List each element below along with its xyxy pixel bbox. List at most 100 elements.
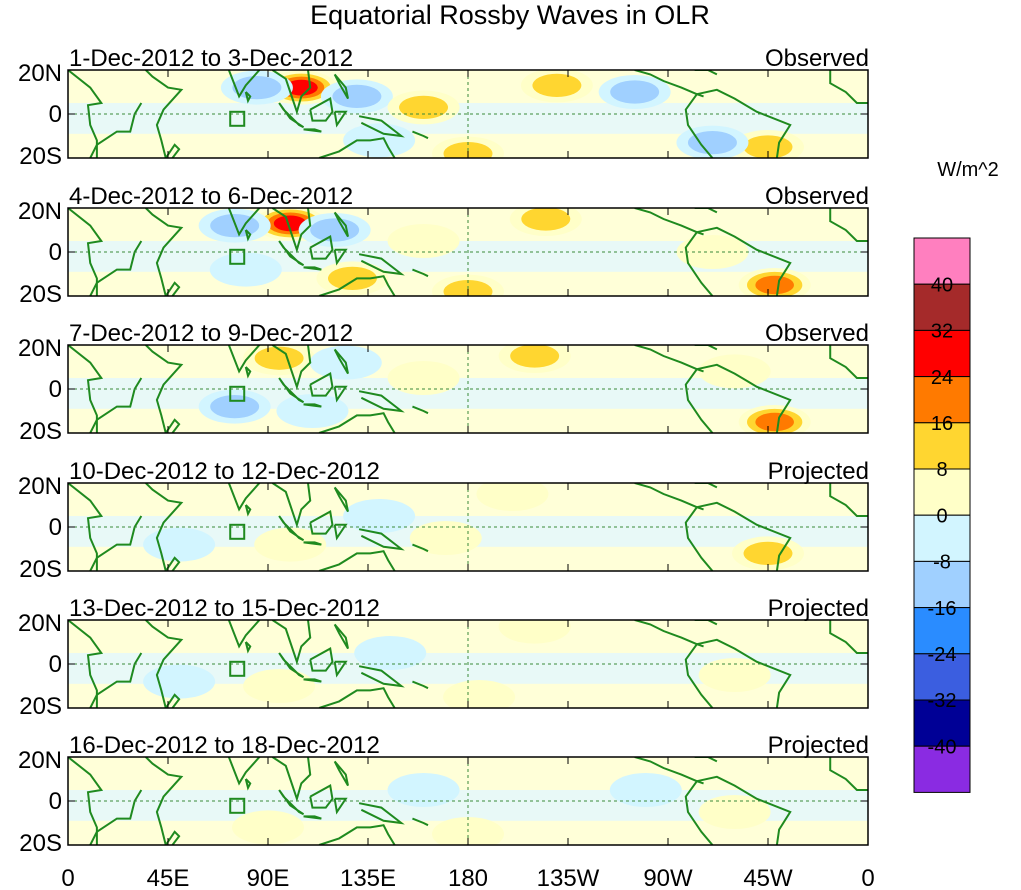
colorbar-label: -16 <box>928 598 957 620</box>
coastline <box>196 757 261 786</box>
anomaly-contour <box>698 795 771 829</box>
y-tick-label: 20N <box>18 473 62 500</box>
coastline <box>318 275 396 296</box>
coastline <box>89 515 143 571</box>
anomaly-contour <box>687 130 737 155</box>
y-tick-label: 20S <box>19 143 62 170</box>
coastline <box>278 102 305 129</box>
coastline <box>89 102 143 158</box>
coastline <box>318 412 396 433</box>
coastline <box>318 137 396 158</box>
coastline <box>412 130 429 140</box>
coastline <box>303 815 322 820</box>
colorbar-label: 32 <box>931 321 953 343</box>
coastline <box>278 652 305 679</box>
y-tick-label: 20N <box>18 610 62 637</box>
colorbar-swatch <box>913 514 971 562</box>
coastline <box>829 757 868 791</box>
anomaly-contour <box>399 95 449 120</box>
coastline <box>684 368 714 433</box>
coastline <box>358 528 405 551</box>
coastline <box>164 830 181 845</box>
coastline <box>145 70 184 158</box>
colorbar-label: -40 <box>928 736 957 758</box>
reference-box <box>229 523 246 540</box>
y-tick-label: 20S <box>19 281 62 308</box>
coastline <box>68 483 104 571</box>
coastline <box>244 91 252 104</box>
coastline <box>829 620 868 654</box>
panel-date-label: 13-Dec-2012 to 15-Dec-2012 <box>69 595 380 622</box>
coastline <box>694 483 718 489</box>
anomaly-contour <box>143 527 216 562</box>
anomaly-contour <box>755 412 795 432</box>
coastline <box>694 208 718 214</box>
coastline <box>89 652 143 708</box>
y-tick-label: 20S <box>19 693 62 720</box>
coastline <box>271 70 312 116</box>
coastline <box>696 88 792 158</box>
coastline <box>309 235 334 260</box>
coastline <box>333 760 349 787</box>
coastline <box>196 70 261 99</box>
coastline <box>68 70 104 158</box>
coastline <box>278 240 305 267</box>
coastline <box>309 372 334 397</box>
coastline <box>309 510 334 535</box>
anomaly-contour <box>387 361 460 395</box>
anomaly-contour <box>243 669 316 703</box>
anomaly-contour <box>409 521 482 555</box>
coastline <box>358 115 405 138</box>
coastline <box>303 678 322 683</box>
anomaly-contour <box>343 499 416 533</box>
anomaly-contour <box>232 75 282 100</box>
anomaly-contour <box>327 266 377 291</box>
coastline <box>68 757 104 845</box>
coastline <box>318 824 396 845</box>
anomaly-contour <box>354 636 427 670</box>
coastline <box>196 620 261 649</box>
anomaly-contour <box>254 527 327 562</box>
coastline <box>278 789 305 816</box>
coastline <box>696 638 792 708</box>
coastline <box>829 70 868 104</box>
colorbar-swatch <box>913 376 971 424</box>
colorbar-label: 40 <box>931 274 953 296</box>
coastline <box>271 620 312 666</box>
coastline <box>358 253 405 276</box>
coastline <box>278 515 305 542</box>
coastline <box>196 208 261 237</box>
colorbar-swatch <box>913 283 971 331</box>
anomaly-contour <box>210 394 260 419</box>
coastline <box>89 377 143 433</box>
coastline <box>196 345 261 374</box>
x-tick-label: 0 <box>61 865 74 890</box>
colorbar-units: W/m^2 <box>937 159 999 181</box>
panel-1: 20N 0 20S 1-Dec-2012 to 3-Dec-2012 Observed <box>18 45 869 170</box>
coastline <box>358 665 405 688</box>
coastline <box>412 268 429 278</box>
coastline <box>318 550 396 571</box>
chart-title: Equatorial Rossby Waves in OLR <box>310 0 710 30</box>
anomaly-contour <box>521 208 571 231</box>
coastline <box>333 73 349 100</box>
coastline <box>145 345 184 433</box>
panel-status-label: Observed <box>765 45 869 72</box>
x-tick-label: 0 <box>861 865 874 890</box>
panel-status-label: Observed <box>765 183 869 210</box>
coastline <box>318 687 396 708</box>
coastline <box>244 504 252 517</box>
colorbar-label: 0 <box>936 505 947 527</box>
y-tick-label: 0 <box>49 788 62 815</box>
colorbar-label: 24 <box>931 367 953 389</box>
y-tick-label: 20N <box>18 335 62 362</box>
reference-box <box>229 385 246 402</box>
y-tick-label: 20S <box>19 418 62 445</box>
colorbar-swatch <box>913 699 971 747</box>
coastline <box>271 345 312 391</box>
coastline <box>696 501 792 571</box>
coastline <box>412 405 429 415</box>
anomaly-contour <box>498 620 571 644</box>
anomaly-contour <box>755 275 795 295</box>
coastline <box>303 541 322 546</box>
